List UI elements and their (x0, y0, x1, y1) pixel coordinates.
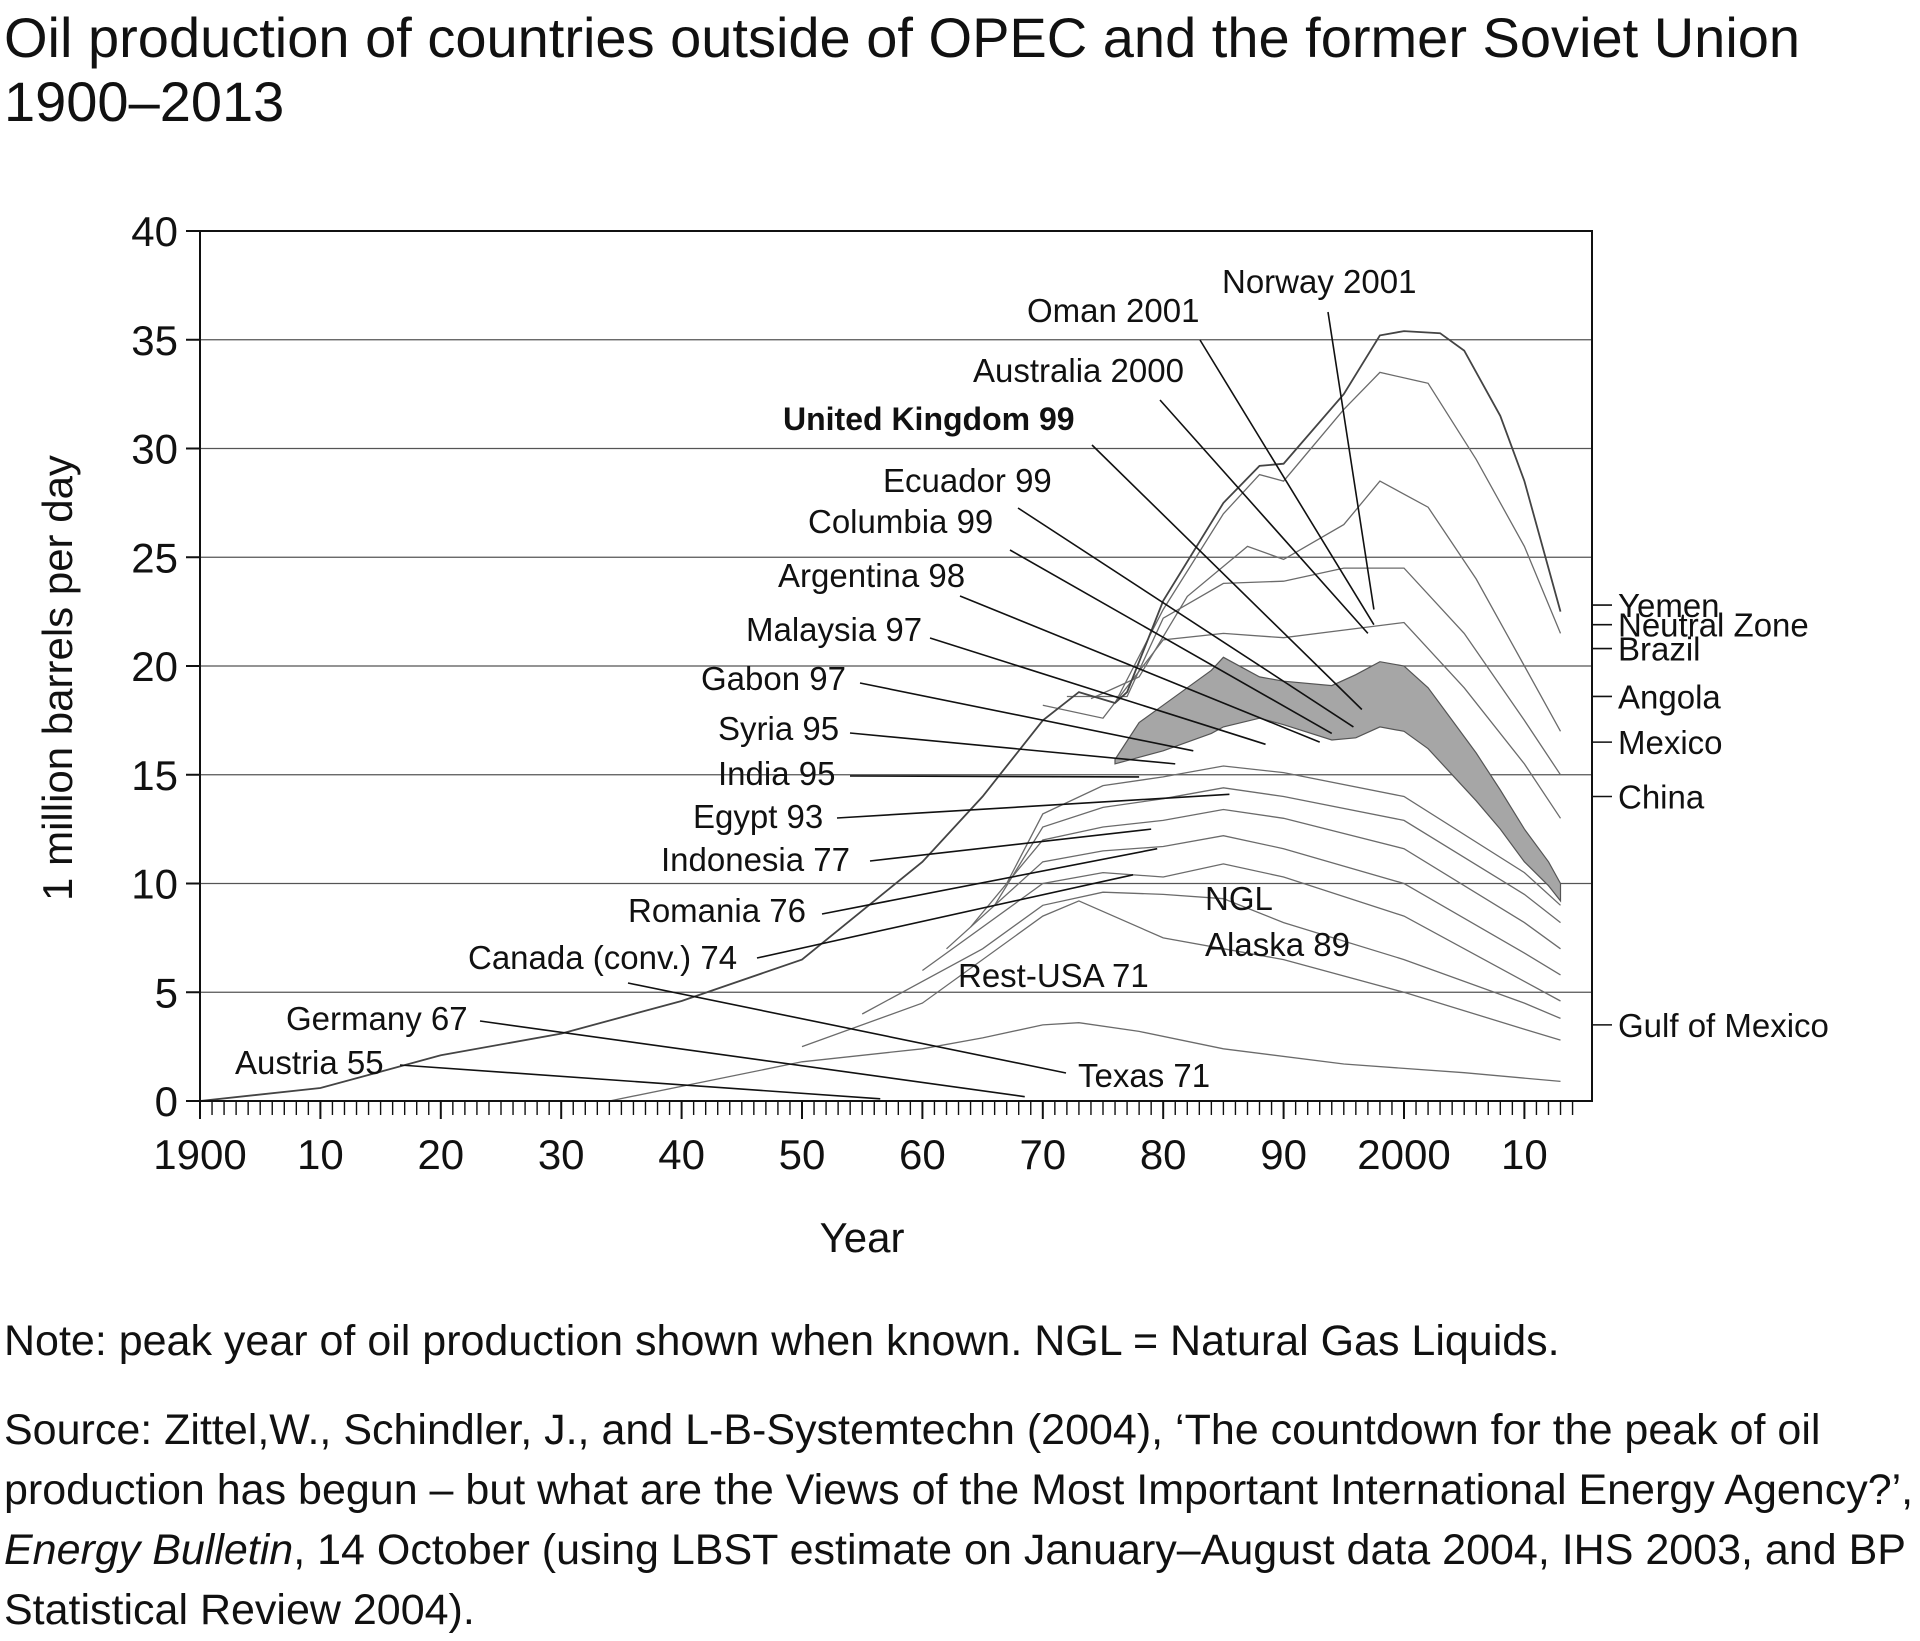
right-label: Brazil (1618, 631, 1701, 668)
series-line (922, 863, 1561, 1002)
right-label: China (1618, 779, 1705, 816)
series-line (1090, 480, 1562, 732)
annotation-leader (1159, 399, 1369, 634)
annotation-label: Austria 55 (235, 1044, 384, 1081)
annotation-label: Texas 71 (1078, 1057, 1210, 1094)
chart-title: Oil production of countries outside of O… (4, 6, 1801, 133)
x-tick-label: 50 (779, 1131, 826, 1178)
annotation-leader (1199, 339, 1375, 626)
annotation-label: Alaska 89 (1205, 926, 1350, 963)
annotation-label: Gabon 97 (701, 660, 846, 697)
series-line (1114, 371, 1562, 704)
source-text: Source: Zittel,W., Schindler, J., and L-… (4, 1406, 1914, 1514)
y-tick-label: 15 (131, 752, 178, 799)
series-line (609, 1022, 1561, 1102)
annotation-leader (1009, 549, 1333, 735)
x-tick-label: 40 (658, 1131, 705, 1178)
annotation-label: Columbia 99 (808, 503, 993, 540)
annotation-leader (479, 1020, 1025, 1098)
right-label: Neutral Zone (1618, 607, 1809, 644)
annotation-leader (399, 1064, 881, 1100)
chart-note: Note: peak year of oil production shown … (4, 1317, 1560, 1365)
series-line (861, 891, 1561, 1019)
annotation-leader (929, 637, 1266, 746)
oil-production-chart: 0 5 10 15 20 25 30 35 40 1900 10 20 30 40 50 60 70 80 90 20… (34, 208, 1829, 1261)
right-label: Angola (1618, 678, 1721, 715)
annotation-label: Oman 2001 (1027, 292, 1199, 329)
x-tick-label: 1900 (153, 1131, 246, 1178)
series-line (970, 808, 1561, 950)
y-tick-label: 30 (131, 426, 178, 473)
series-line (994, 787, 1561, 924)
x-tick-label: 90 (1260, 1131, 1307, 1178)
series-line (1066, 567, 1562, 776)
annotation-label: India 95 (718, 755, 835, 792)
annotation-label: Indonesia 77 (661, 841, 850, 878)
annotation-label: NGL (1205, 880, 1273, 917)
annotation-label: Australia 2000 (973, 352, 1184, 389)
annotation-leader (869, 828, 1152, 862)
right-label: Gulf of Mexico (1618, 1007, 1829, 1044)
annotation-leader (1091, 444, 1363, 711)
annotation-label: Canada (conv.) 74 (468, 939, 737, 976)
right-label: Mexico (1618, 724, 1723, 761)
annotation-label: Romania 76 (628, 892, 806, 929)
annotation-leader (821, 847, 1158, 915)
annotation-leader (756, 874, 1134, 959)
y-tick-label: 35 (131, 317, 178, 364)
annotation-label: United Kingdom 99 (783, 401, 1075, 437)
annotation-label: Syria 95 (718, 710, 839, 747)
annotations: Norway 2001 Oman 2001 Australia 2000 United… (235, 263, 1829, 1100)
annotation-label: Ecuador 99 (883, 462, 1052, 499)
chart-source: Source: Zittel,W., Schindler, J., and L-… (4, 1400, 1914, 1640)
annotation-leader (959, 595, 1321, 743)
annotation-label: Egypt 93 (693, 798, 823, 835)
annotation-label: Malaysia 97 (746, 611, 922, 648)
y-tick-label: 5 (155, 969, 178, 1016)
annotation-label: Norway 2001 (1222, 263, 1416, 300)
series-line (946, 835, 1561, 976)
x-tick-label: 10 (1501, 1131, 1548, 1178)
x-tick-label: 20 (417, 1131, 464, 1178)
series-line (801, 900, 1561, 1048)
y-tick-label: 10 (131, 861, 178, 908)
annotation-leader (1327, 311, 1375, 610)
annotation-leader (836, 793, 1230, 819)
source-details: , 14 October (using LBST estimate on Jan… (4, 1526, 1906, 1634)
y-tick-label: 25 (131, 534, 178, 581)
annotation-leader (627, 982, 1067, 1074)
annotation-leader (1017, 507, 1354, 728)
annotation-leader (849, 775, 1140, 778)
source-journal: Energy Bulletin (4, 1526, 294, 1574)
annotation-leader (849, 732, 1176, 765)
x-tick-label: 70 (1019, 1131, 1066, 1178)
x-tick-label: 10 (297, 1131, 344, 1178)
total-production-line (199, 330, 1562, 1102)
x-tick-label: 80 (1140, 1131, 1187, 1178)
x-tick-label: 2000 (1357, 1131, 1450, 1178)
x-tick-label: 30 (538, 1131, 585, 1178)
axis-ticks: 0 5 10 15 20 25 30 35 40 1900 10 20 30 40 50 60 70 80 90 20… (131, 208, 1574, 1178)
y-tick-label: 40 (131, 208, 178, 255)
annotation-leader (859, 682, 1194, 752)
y-axis-label: 1 million barrels per day (34, 455, 81, 901)
y-tick-label: 0 (155, 1078, 178, 1125)
y-tick-label: 20 (131, 643, 178, 690)
annotation-label: Argentina 98 (778, 557, 965, 594)
right-label: Yemen (1618, 587, 1720, 624)
series-line (1042, 621, 1562, 819)
grid-lines (200, 339, 1592, 993)
x-axis-label: Year (820, 1214, 905, 1261)
annotation-label: Rest-USA 71 (958, 957, 1149, 994)
annotation-label: Germany 67 (286, 1000, 468, 1037)
x-tick-label: 60 (899, 1131, 946, 1178)
